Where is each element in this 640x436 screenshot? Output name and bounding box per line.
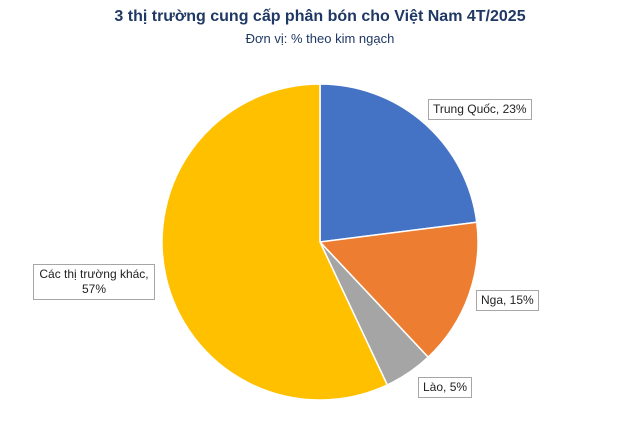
pie-slice bbox=[161, 83, 389, 401]
chart-title: 3 thị trường cung cấp phân bón cho Việt … bbox=[114, 8, 526, 25]
data-label: Các thị trường khác, 57% bbox=[33, 264, 155, 300]
data-label: Nga, 15% bbox=[476, 290, 539, 311]
chart-subtitle: Đơn vị: % theo kim ngạch bbox=[245, 31, 395, 46]
pie-slice bbox=[319, 83, 478, 243]
data-label: Lào, 5% bbox=[418, 377, 473, 398]
data-label: Trung Quốc, 23% bbox=[428, 99, 532, 120]
pie-slice bbox=[318, 221, 479, 359]
